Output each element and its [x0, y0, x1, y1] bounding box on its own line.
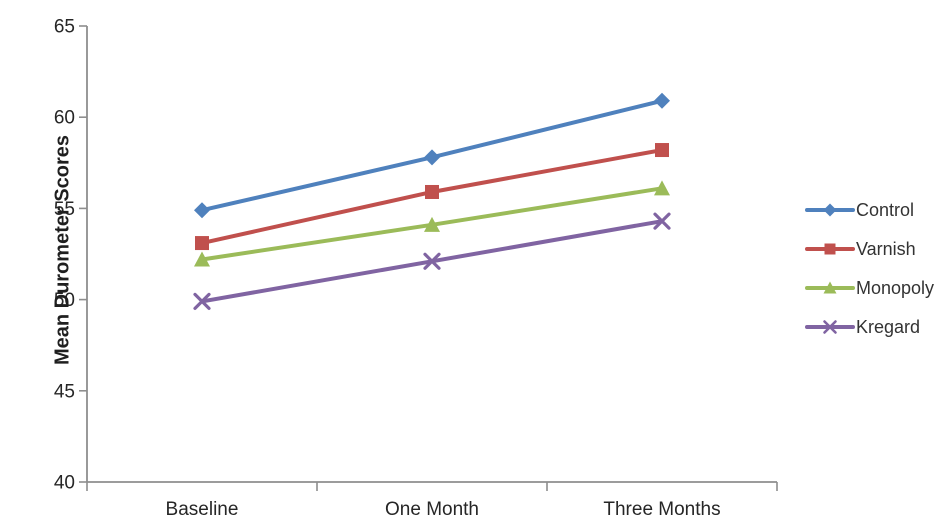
y-tick-label: 40	[54, 473, 75, 494]
square-marker	[195, 236, 209, 251]
triangle-marker	[424, 216, 440, 232]
series-control	[194, 92, 670, 219]
legend-label: Control	[856, 199, 915, 220]
triangle-marker	[654, 180, 670, 196]
legend-marker-diamond-icon	[805, 200, 855, 220]
square-marker	[824, 243, 836, 255]
x-marker	[653, 212, 671, 230]
diamond-marker	[194, 202, 210, 219]
y-tick-label: 45	[54, 381, 75, 402]
legend-label: Varnish	[856, 238, 916, 259]
legend-marker-square-icon	[805, 239, 855, 259]
legend-label: Kregard	[856, 316, 921, 337]
square-marker	[655, 143, 669, 158]
legend-swatch	[805, 320, 855, 334]
y-tick-label: 50	[54, 290, 75, 311]
legend-swatch	[805, 281, 855, 294]
x-tick-label: Baseline	[166, 499, 239, 520]
series-kregard	[193, 212, 671, 311]
x-tick-label: Three Months	[603, 499, 720, 520]
x-marker	[193, 292, 211, 311]
y-tick-label: 60	[54, 108, 75, 129]
legend-swatch	[805, 203, 855, 217]
series-monopoly	[194, 180, 670, 267]
y-tick-label: 65	[54, 17, 75, 38]
series-varnish	[195, 143, 669, 251]
legend-item-kregard: Kregard	[805, 317, 934, 337]
diamond-marker	[424, 149, 440, 166]
legend-label: Monopoly	[856, 277, 935, 298]
diamond-marker	[654, 92, 670, 109]
square-marker	[425, 184, 439, 199]
x-marker	[823, 320, 837, 334]
triangle-marker	[194, 251, 210, 267]
y-axis-title: Mean Durometer Scores	[51, 134, 74, 366]
legend-marker-triangle-icon	[805, 278, 855, 298]
diamond-marker	[823, 203, 837, 217]
legend-item-varnish: Varnish	[805, 239, 934, 259]
legend-item-monopoly: Monopoly	[805, 278, 934, 298]
legend-item-control: Control	[805, 200, 934, 220]
y-tick-label: 55	[54, 199, 75, 220]
x-marker	[423, 252, 441, 270]
legend: Control Varnish Monopoly Kregard	[805, 200, 934, 356]
triangle-marker	[823, 281, 837, 294]
legend-marker-x-icon	[805, 317, 855, 337]
legend-swatch	[805, 243, 855, 255]
x-tick-label: One Month	[385, 499, 479, 520]
